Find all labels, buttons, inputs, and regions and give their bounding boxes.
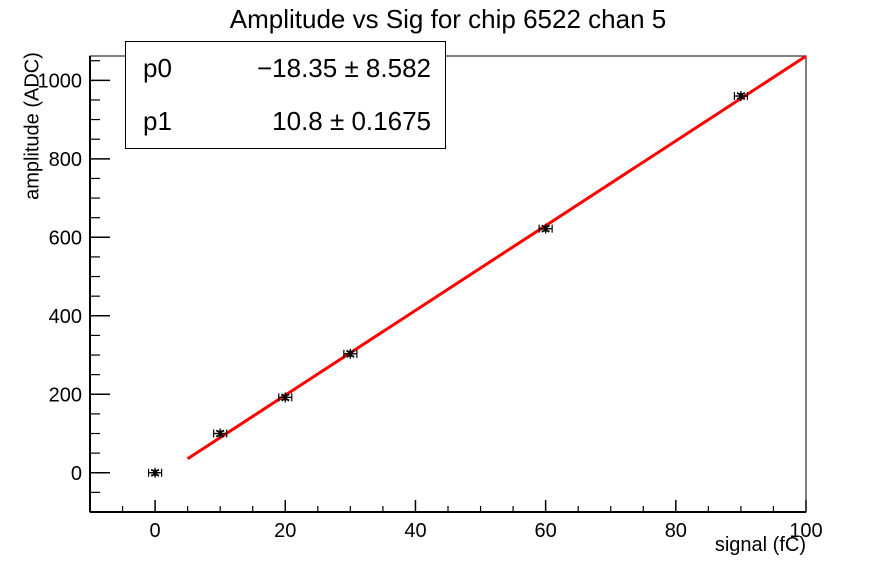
stats-row-p0: p0 −18.35 ± 8.582 bbox=[126, 42, 445, 95]
y-axis-title: amplitude (ADC) bbox=[21, 52, 44, 200]
data-point-marker bbox=[346, 349, 355, 358]
fit-stats-box: p0 −18.35 ± 8.582 p1 10.8 ± 0.1675 bbox=[125, 41, 446, 149]
stats-param-value: 10.8 ± 0.1675 bbox=[272, 106, 431, 136]
y-tick-label: 1000 bbox=[38, 70, 83, 92]
x-tick-label: 40 bbox=[404, 520, 426, 542]
data-point-marker bbox=[541, 224, 550, 233]
y-tick-label: 600 bbox=[49, 227, 82, 249]
data-point-marker bbox=[281, 393, 290, 402]
x-tick-label: 100 bbox=[789, 520, 822, 542]
fit-line bbox=[186, 54, 807, 461]
x-tick-label: 60 bbox=[535, 520, 557, 542]
data-point-marker bbox=[736, 91, 745, 101]
y-tick-label: 400 bbox=[49, 306, 82, 328]
y-tick-label: 0 bbox=[71, 463, 82, 485]
stats-param-name: p0 bbox=[143, 53, 172, 83]
data-point-marker bbox=[151, 468, 160, 477]
y-tick-label: 800 bbox=[49, 149, 82, 171]
x-tick-label: 20 bbox=[274, 520, 296, 542]
y-tick-label: 200 bbox=[49, 384, 82, 406]
stats-row-p1: p1 10.8 ± 0.1675 bbox=[126, 95, 445, 148]
plot-title: Amplitude vs Sig for chip 6522 chan 5 bbox=[229, 4, 667, 34]
x-axis-title: signal (fC) bbox=[714, 534, 806, 556]
stats-param-name: p1 bbox=[143, 106, 172, 136]
x-tick-label: 80 bbox=[665, 520, 687, 542]
stats-param-value: −18.35 ± 8.582 bbox=[256, 53, 431, 83]
data-point-marker bbox=[216, 429, 225, 438]
x-tick-label: 0 bbox=[150, 520, 161, 542]
